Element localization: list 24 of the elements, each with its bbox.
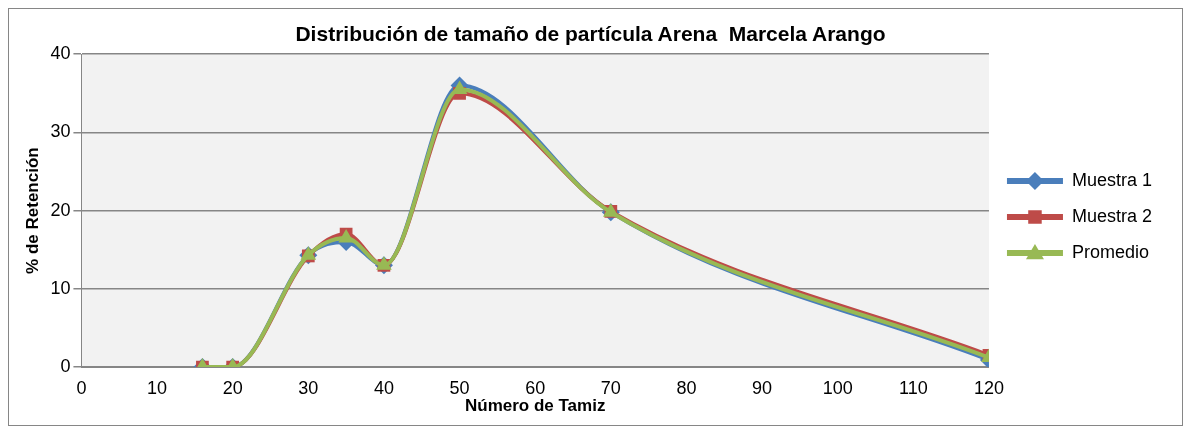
x-tick-label: 0	[76, 377, 87, 398]
y-tick-label: 30	[50, 121, 71, 142]
legend-label: Promedio	[1071, 241, 1150, 262]
x-tick-label: 40	[373, 377, 394, 398]
x-tick-label: 30	[298, 377, 319, 398]
x-tick-label: 80	[676, 377, 697, 398]
x-tick-label: 90	[752, 377, 773, 398]
y-tick-label: 10	[50, 277, 71, 298]
x-tick-label: 20	[222, 377, 243, 398]
x-tick-label: 50	[449, 377, 470, 398]
y-tick-label: 20	[50, 199, 71, 220]
x-tick-label: 70	[600, 377, 621, 398]
y-axis-title: % de Retención	[22, 147, 42, 274]
x-tick-label: 120	[973, 377, 1004, 398]
y-tick-label: 0	[60, 355, 71, 376]
chart-title: Distribución de tamaño de partícula Arena Marcela Arango	[295, 22, 886, 46]
x-tick-label: 10	[147, 377, 168, 398]
x-tick-label: 100	[822, 377, 853, 398]
legend-label: Muestra 1	[1071, 169, 1153, 190]
legend-label: Muestra 2	[1071, 205, 1153, 226]
x-tick-label: 60	[525, 377, 546, 398]
y-tick-label: 40	[50, 43, 71, 64]
x-tick-label: 110	[898, 377, 928, 398]
x-axis-title: Número de Tamiz	[464, 396, 606, 416]
